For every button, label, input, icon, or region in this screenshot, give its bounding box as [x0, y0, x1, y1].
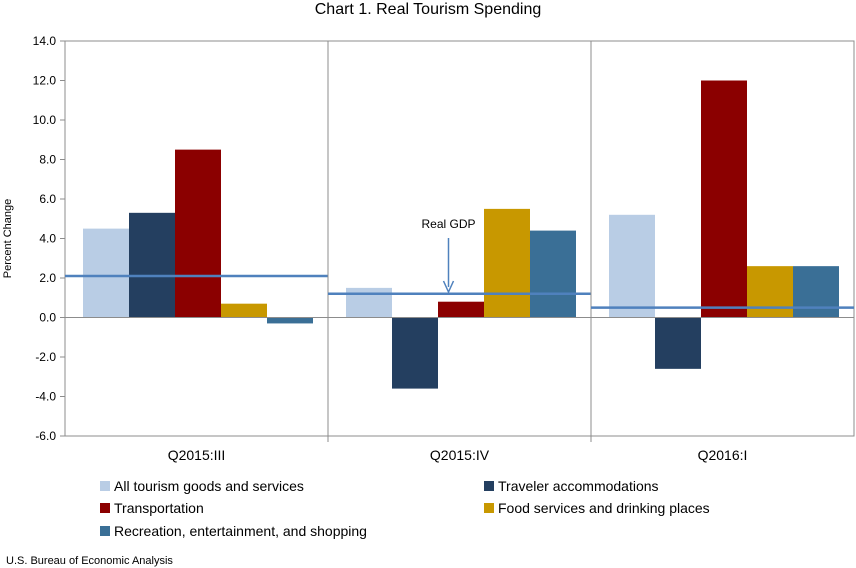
- y-tick-label: 4.0: [39, 232, 56, 246]
- legend-label: Food services and drinking places: [498, 500, 710, 516]
- y-tick-label: -6.0: [35, 429, 56, 443]
- bar: [221, 303, 267, 318]
- legend-label: All tourism goods and services: [114, 478, 304, 494]
- bar: [530, 230, 576, 318]
- bar: [175, 149, 221, 318]
- chart-title: Chart 1. Real Tourism Spending: [314, 1, 542, 18]
- y-tick-label: 12.0: [33, 74, 57, 88]
- y-axis-label: Percent Change: [2, 199, 14, 279]
- y-tick-label: 14.0: [33, 34, 57, 48]
- real-gdp-annotation: Real GDP: [421, 217, 475, 231]
- legend-swatch: [100, 526, 110, 536]
- bar: [701, 80, 747, 318]
- bar: [793, 266, 839, 318]
- legend-swatch: [100, 481, 110, 491]
- category-label: Q2015:III: [168, 447, 226, 463]
- source-note: U.S. Bureau of Economic Analysis: [6, 555, 173, 567]
- legend-label: Transportation: [114, 500, 204, 516]
- bar: [655, 317, 701, 369]
- category-label: Q2016:I: [698, 447, 748, 463]
- legend-label: Recreation, entertainment, and shopping: [114, 523, 367, 539]
- bar: [392, 317, 438, 389]
- bar: [346, 287, 392, 318]
- legend-label: Traveler accommodations: [498, 478, 659, 494]
- annotation-arrow-head: [442, 280, 455, 294]
- y-tick-label: 0.0: [39, 311, 56, 325]
- bar: [129, 212, 175, 318]
- y-tick-label: 8.0: [39, 153, 56, 167]
- legend-swatch: [484, 503, 494, 513]
- legend-swatch: [100, 503, 110, 513]
- bar: [267, 317, 313, 324]
- legend-swatch: [484, 481, 494, 491]
- bar: [438, 301, 484, 318]
- bar: [484, 208, 530, 318]
- y-tick-label: -2.0: [35, 350, 56, 364]
- category-label: Q2015:IV: [430, 447, 490, 463]
- bar: [609, 214, 655, 318]
- y-tick-label: 2.0: [39, 271, 56, 285]
- bar: [83, 228, 129, 318]
- y-tick-label: -4.0: [35, 390, 56, 404]
- y-tick-label: 6.0: [39, 192, 56, 206]
- bar: [747, 266, 793, 318]
- y-tick-label: 10.0: [33, 113, 57, 127]
